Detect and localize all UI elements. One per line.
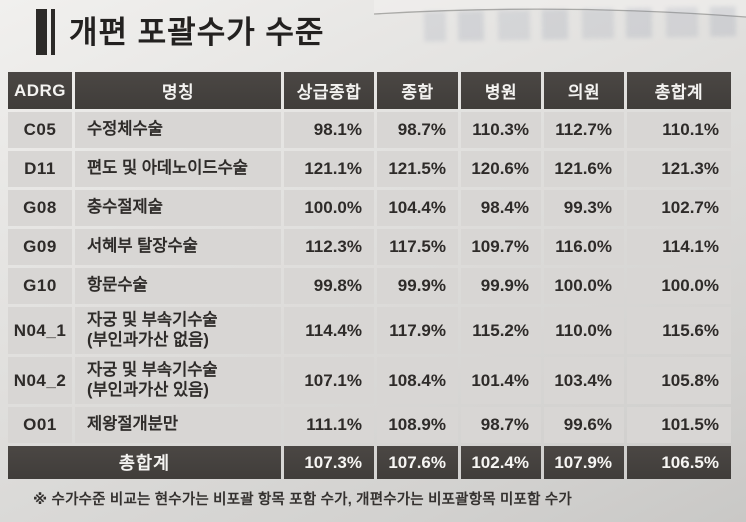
name-cell: 항문수술 [75,268,281,304]
value-cell: 99.6% [544,407,624,443]
value-cell: 117.9% [377,307,458,354]
col-header-tertiary: 상급종합 [284,72,374,109]
name-cell: 편도 및 아데노이드수술 [75,151,281,187]
table-row: C05 수정체수술 98.1% 98.7% 110.3% 112.7% 110.1% [8,112,731,148]
value-cell: 100.0% [627,268,731,304]
fee-level-table: ADRG 명칭 상급종합 종합 병원 의원 총합계 C05 수정체수술 98.1% 9… [5,69,734,482]
total-value-cell: 106.5% [627,446,731,479]
value-cell: 105.8% [627,357,731,404]
value-cell: 101.5% [627,407,731,443]
adrg-cell: O01 [8,407,72,443]
value-cell: 117.5% [377,229,458,265]
value-cell: 115.6% [627,307,731,354]
value-cell: 107.1% [284,357,374,404]
value-cell: 99.9% [461,268,541,304]
table-row: N04_1 자궁 및 부속기수술 (부인과가산 없음) 114.4% 117.9% 115… [8,307,731,354]
name-cell: 자궁 및 부속기수술 (부인과가산 있음) [75,357,281,404]
value-cell: 102.7% [627,190,731,226]
value-cell: 108.9% [377,407,458,443]
total-value-cell: 102.4% [461,446,541,479]
table-foot: 총합계 107.3% 107.6% 102.4% 107.9% 106.5% [8,446,731,479]
value-cell: 99.3% [544,190,624,226]
value-cell: 98.1% [284,112,374,148]
title-bar-thick [36,9,47,55]
name-cell: 제왕절개분만 [75,407,281,443]
adrg-cell: N04_1 [8,307,72,354]
value-cell: 99.8% [284,268,374,304]
col-header-total: 총합계 [627,72,731,109]
value-cell: 116.0% [544,229,624,265]
value-cell: 100.0% [544,268,624,304]
col-header-clinic: 의원 [544,72,624,109]
adrg-cell: G10 [8,268,72,304]
name-cell: 서혜부 탈장수술 [75,229,281,265]
value-cell: 114.4% [284,307,374,354]
table-row: G08 충수절제술 100.0% 104.4% 98.4% 99.3% 102.7% [8,190,731,226]
adrg-cell: G08 [8,190,72,226]
value-cell: 110.1% [627,112,731,148]
col-header-general: 종합 [377,72,458,109]
value-cell: 121.1% [284,151,374,187]
value-cell: 109.7% [461,229,541,265]
value-cell: 110.3% [461,112,541,148]
title-bar-thin [51,9,55,55]
table-row: N04_2 자궁 및 부속기수술 (부인과가산 있음) 107.1% 108.4% 101… [8,357,731,404]
name-cell: 자궁 및 부속기수술 (부인과가산 없음) [75,307,281,354]
table-row: D11 편도 및 아데노이드수술 121.1% 121.5% 120.6% 121.6% 1… [8,151,731,187]
show-through-artifact [423,6,737,42]
value-cell: 114.1% [627,229,731,265]
value-cell: 98.4% [461,190,541,226]
value-cell: 108.4% [377,357,458,404]
col-header-hospital: 병원 [461,72,541,109]
table-row: G09 서혜부 탈장수술 112.3% 117.5% 109.7% 116.0% 114.1… [8,229,731,265]
value-cell: 111.1% [284,407,374,443]
value-cell: 98.7% [461,407,541,443]
col-header-adrg: ADRG [8,72,72,109]
name-cell: 충수절제술 [75,190,281,226]
value-cell: 121.6% [544,151,624,187]
value-cell: 120.6% [461,151,541,187]
adrg-cell: C05 [8,112,72,148]
value-cell: 121.3% [627,151,731,187]
table-header-row: ADRG 명칭 상급종합 종합 병원 의원 총합계 [8,72,731,109]
table-row: O01 제왕절개분만 111.1% 108.9% 98.7% 99.6% 101.5% [8,407,731,443]
value-cell: 100.0% [284,190,374,226]
value-cell: 112.7% [544,112,624,148]
value-cell: 101.4% [461,357,541,404]
value-cell: 112.3% [284,229,374,265]
table-row: G10 항문수술 99.8% 99.9% 99.9% 100.0% 100.0% [8,268,731,304]
value-cell: 121.5% [377,151,458,187]
total-value-cell: 107.9% [544,446,624,479]
total-label-cell: 총합계 [8,446,281,479]
value-cell: 98.7% [377,112,458,148]
adrg-cell: N04_2 [8,357,72,404]
total-row: 총합계 107.3% 107.6% 102.4% 107.9% 106.5% [8,446,731,479]
col-header-name: 명칭 [75,72,281,109]
value-cell: 103.4% [544,357,624,404]
page-title: 개편 포괄수가 수준 [69,14,325,50]
name-cell: 수정체수술 [75,112,281,148]
total-value-cell: 107.3% [284,446,374,479]
value-cell: 115.2% [461,307,541,354]
adrg-cell: D11 [8,151,72,187]
value-cell: 110.0% [544,307,624,354]
adrg-cell: G09 [8,229,72,265]
table-body: C05 수정체수술 98.1% 98.7% 110.3% 112.7% 110.1% D11 편… [8,112,731,443]
footnote: ※ 수가수준 비교는 현수가는 비포괄 항목 포함 수가, 개편수가는 비포괄항… [33,492,572,508]
title-block: 개편 포괄수가 수준 [36,7,324,57]
value-cell: 104.4% [377,190,458,226]
total-value-cell: 107.6% [377,446,458,479]
value-cell: 99.9% [377,268,458,304]
